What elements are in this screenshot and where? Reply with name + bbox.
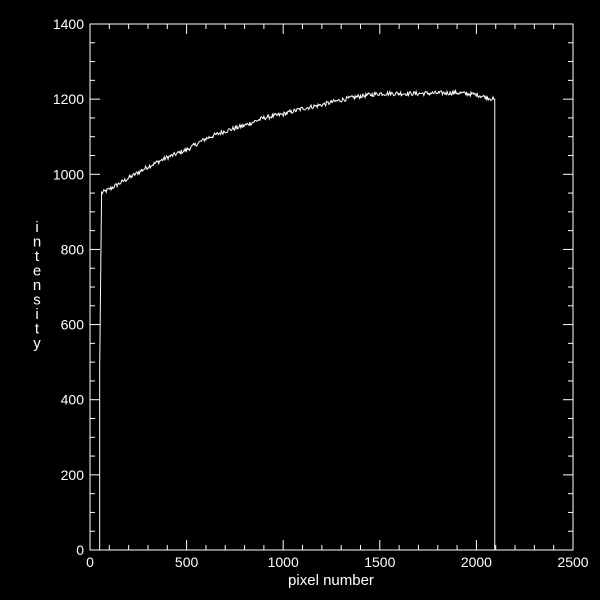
x-axis-label: pixel number: [288, 572, 374, 589]
y-tick-label: 1400: [53, 16, 84, 32]
y-tick-label: 600: [61, 317, 85, 333]
y-tick-label: 1200: [53, 91, 84, 107]
x-tick-label: 0: [86, 554, 94, 570]
x-tick-label: 1000: [268, 554, 299, 570]
x-tick-label: 2000: [461, 554, 492, 570]
y-tick-label: 200: [61, 467, 85, 483]
x-tick-label: 500: [175, 554, 199, 570]
intensity-series-line: [99, 88, 496, 550]
y-tick-label: 800: [61, 241, 85, 257]
x-tick-label: 1500: [364, 554, 395, 570]
y-axis: 0 200 400 600 800 1000 1200 1400: [53, 16, 573, 558]
y-tick-label: 1000: [53, 166, 84, 182]
x-tick-label: 2500: [557, 554, 588, 570]
x-axis: 0 500 1000 1500 2000 2500: [86, 24, 589, 570]
y-tick-label: 400: [61, 392, 85, 408]
y-tick-label: 0: [76, 542, 84, 558]
